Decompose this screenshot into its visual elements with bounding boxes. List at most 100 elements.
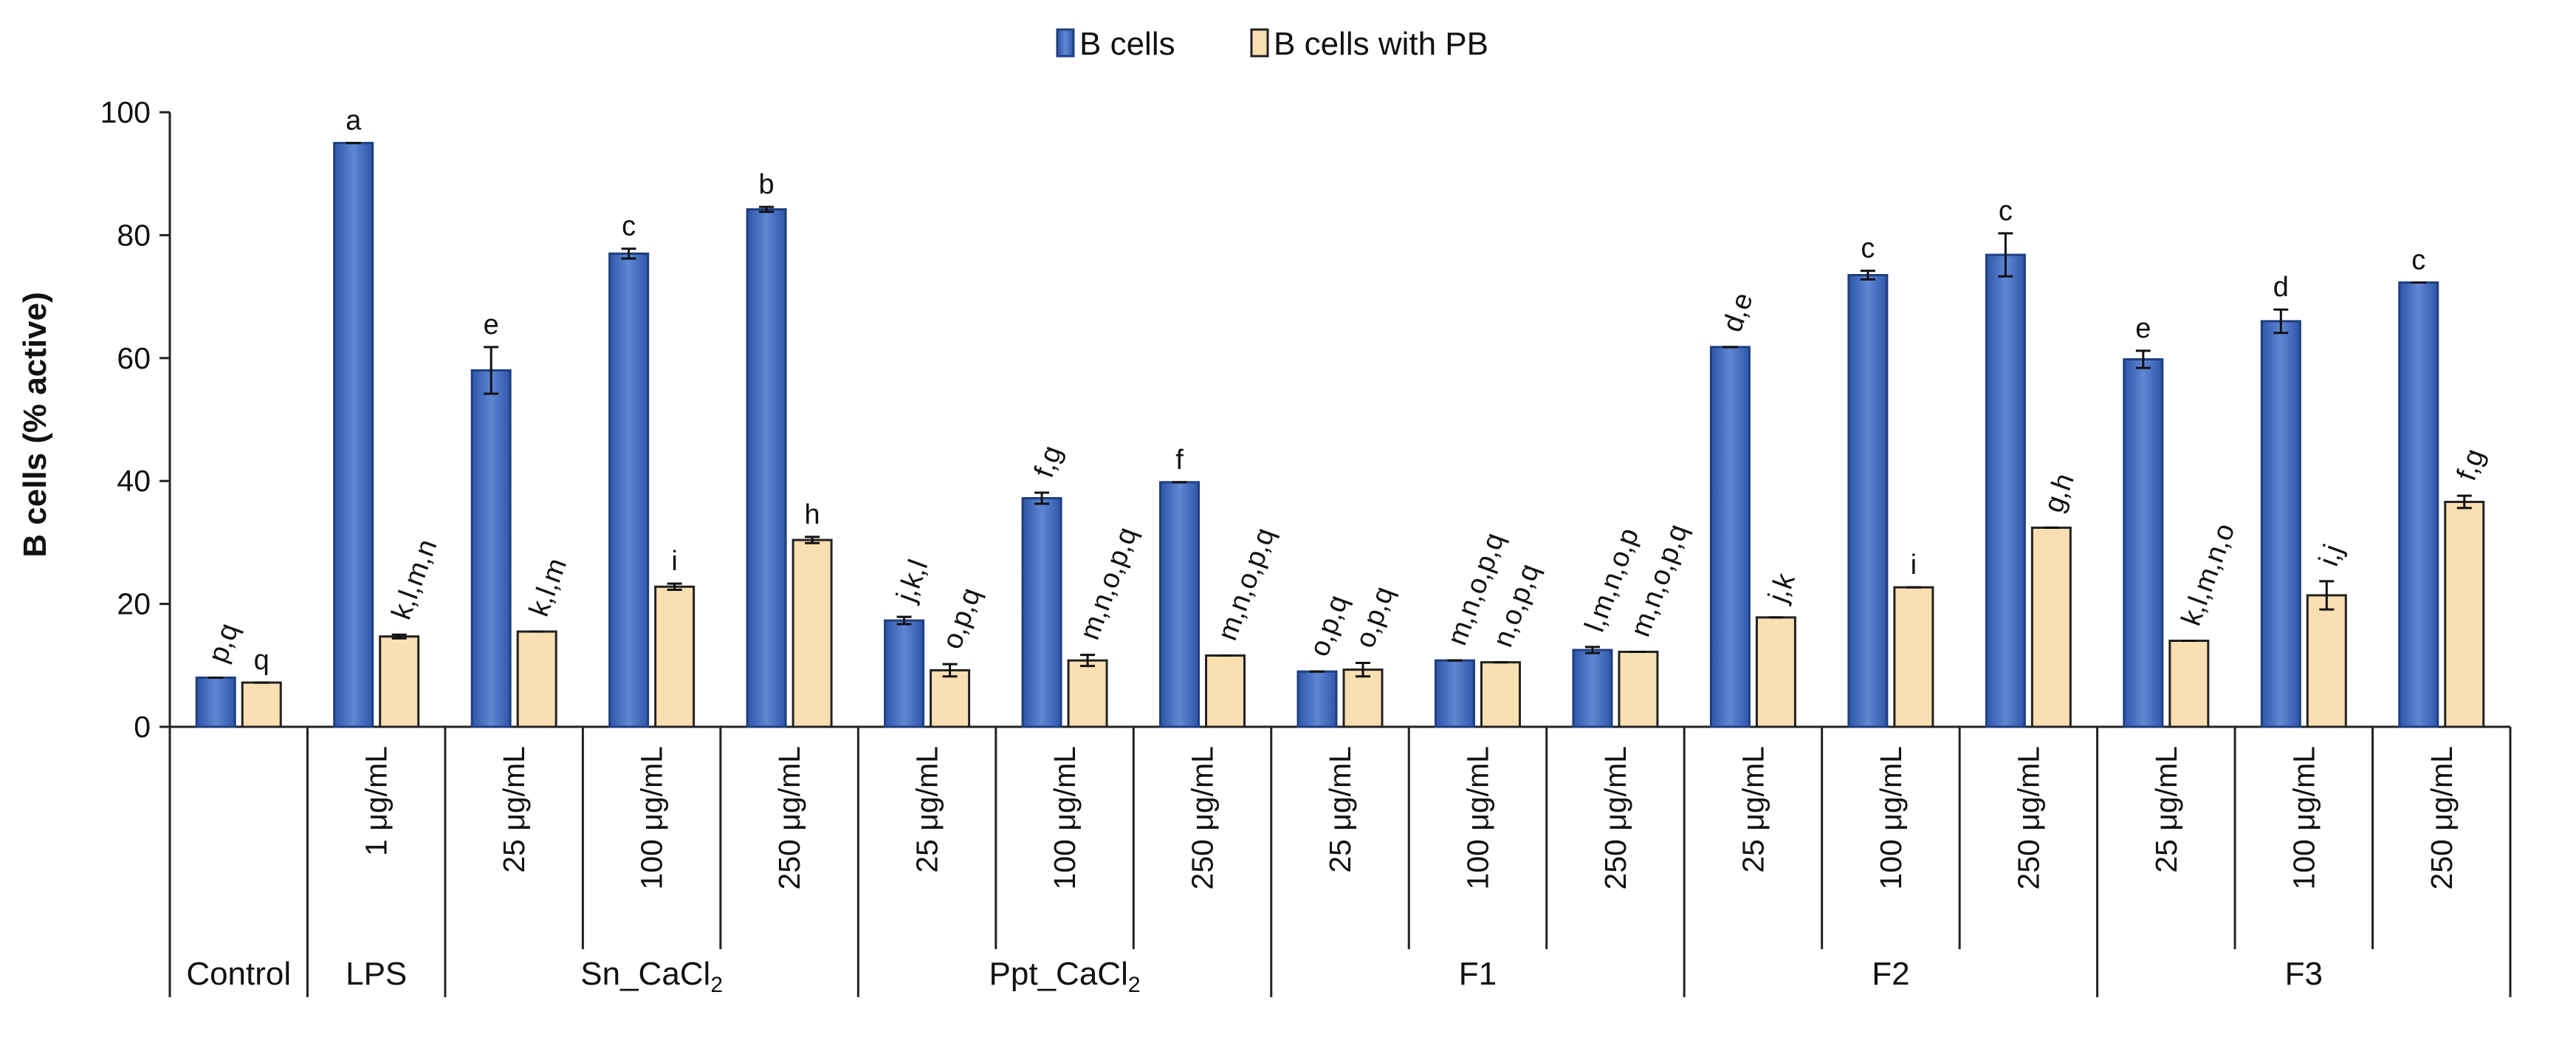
category-label: 100 μg/mL (1048, 746, 1082, 890)
category-label: 25 μg/mL (1323, 746, 1357, 873)
category-label: 250 μg/mL (2011, 746, 2045, 890)
group-label-subscript: 2 (1128, 973, 1141, 997)
bar-b-cells-pb (2444, 500, 2485, 728)
legend-swatch-b-cells (1056, 28, 1075, 58)
legend-swatch-b-cells-pb (1250, 28, 1269, 58)
data-label: k,l,m (523, 554, 573, 620)
category-label: 100 μg/mL (635, 746, 669, 890)
category-label: 25 μg/mL (910, 746, 944, 873)
bar-b-cells (746, 208, 787, 728)
bar-b-cells-pb (1755, 616, 1796, 728)
category-label: 1 μg/mL (360, 746, 394, 856)
data-label: d (2273, 272, 2289, 303)
category-label: 100 μg/mL (2287, 746, 2321, 890)
bar-b-cells (2260, 320, 2301, 728)
legend-label: B cells with PB (1274, 26, 1488, 62)
bar-b-cells-pb (654, 585, 695, 728)
bar-b-cells (333, 142, 374, 728)
data-label: k,l,m,n,o (2176, 519, 2242, 629)
data-label: f,g (2451, 445, 2491, 485)
legend-label: B cells (1079, 26, 1175, 62)
group-label: F1 (1459, 956, 1497, 992)
category-label: 100 μg/mL (1874, 746, 1908, 890)
data-label: o,p,q (1350, 583, 1400, 652)
bar-b-cells-pb (1067, 659, 1108, 728)
y-tick-label: 60 (117, 341, 151, 375)
category-label: 100 μg/mL (1460, 746, 1494, 890)
category-label: 250 μg/mL (2425, 746, 2459, 890)
category-label: 25 μg/mL (497, 746, 531, 873)
legend: B cells B cells with PB (1056, 26, 1488, 62)
data-label: m,n,o,p,q (1074, 524, 1144, 644)
data-label: c (2411, 244, 2425, 276)
group-label: Sn_CaCl2 (580, 956, 723, 997)
data-label: o,p,q (1304, 591, 1354, 660)
bar-b-cells-pb (1205, 654, 1246, 728)
bar-b-cells (1709, 346, 1751, 728)
bar-b-cells (1572, 649, 1613, 728)
bar-b-cells-pb (379, 635, 420, 728)
data-label: j,k (1762, 569, 1802, 607)
bar-b-cells-pb (1342, 668, 1384, 728)
category-label: 250 μg/mL (772, 746, 806, 890)
bar-b-cells (2123, 358, 2164, 728)
bar-b-cells-pb (1618, 650, 1659, 728)
data-label: f (1175, 445, 1184, 476)
y-tick-label: 20 (117, 587, 151, 621)
data-label: h (805, 499, 820, 530)
data-label: e (484, 309, 499, 341)
bar-b-cells (1296, 670, 1338, 728)
y-tick-label: 80 (117, 218, 151, 252)
bar-b-cells-pb (791, 538, 833, 728)
bar-b-cells-pb (2306, 594, 2347, 728)
group-label: Ppt_CaCl2 (989, 956, 1141, 997)
data-label: a (346, 106, 362, 137)
data-label: e (2135, 313, 2151, 344)
group-label: LPS (346, 956, 407, 992)
data-label: d,e (1717, 289, 1759, 336)
category-labels: 1 μg/mL 25 μg/mL 100 μg/mL 250 μg/mL 25 μg/m… (186, 746, 2458, 997)
data-label: m,n,o,p,q (1212, 524, 1282, 644)
bar-b-cells (1021, 496, 1062, 728)
bar-b-cells (2398, 281, 2439, 728)
bar-b-cells-pb (516, 630, 557, 728)
axes: 0 20 40 60 80 100 (100, 95, 2512, 997)
bar-b-cells (1985, 253, 2026, 728)
bar-b-cells (608, 252, 650, 728)
category-label: 250 μg/mL (1598, 746, 1632, 890)
category-label: 25 μg/mL (1736, 746, 1770, 873)
group-label: F2 (1872, 956, 1909, 992)
bar-b-cells (470, 369, 512, 728)
category-label: 250 μg/mL (1186, 746, 1220, 890)
y-axis-label: B cells (% active) (17, 292, 53, 558)
bar-b-cells (1434, 659, 1475, 728)
group-label: F3 (2285, 956, 2323, 992)
bar-b-cells (195, 676, 236, 728)
group-label-subscript: 2 (710, 973, 723, 997)
bar-b-cells (1847, 273, 1889, 728)
data-label: c (622, 211, 636, 242)
data-label: j,k,l (890, 555, 934, 606)
data-label: p,q (202, 620, 245, 667)
bar-b-cells-pb (2168, 640, 2210, 728)
bar-b-cells-pb (930, 668, 971, 728)
category-label: 25 μg/mL (2149, 746, 2183, 873)
data-label: o,p,q (937, 584, 987, 653)
bar-b-cells-pb (2030, 526, 2072, 728)
bar-b-cells-pb (241, 681, 282, 728)
data-label: k,l,m,n (386, 536, 444, 624)
data-label: i (1911, 550, 1917, 581)
data-label: c (1861, 233, 1875, 264)
group-label: Control (186, 956, 291, 992)
bar-b-cells-pb (1480, 661, 1521, 728)
y-tick-label: 0 (134, 710, 151, 744)
data-label: c (1999, 196, 2013, 227)
data-label: f,g (1028, 442, 1068, 482)
bar-b-cells (1159, 481, 1201, 728)
data-label: i (671, 546, 677, 577)
data-label: i,j (2313, 541, 2349, 570)
data-label: g,h (2038, 470, 2081, 517)
